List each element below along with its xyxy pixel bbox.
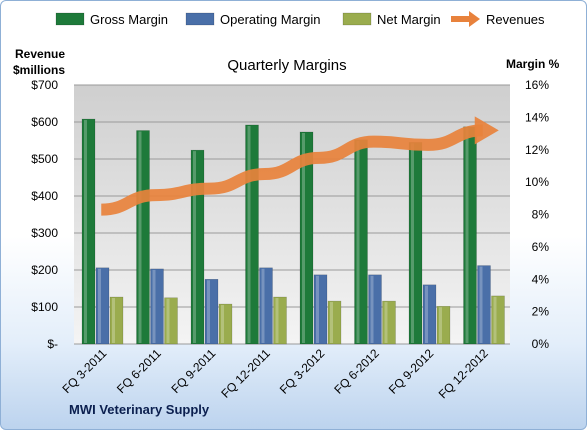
- revenues-arrow-head: [474, 116, 499, 145]
- bar-highlight: [152, 269, 156, 343]
- legend-swatch-line: [451, 16, 471, 22]
- bar-highlight: [384, 302, 388, 343]
- legend-label: Gross Margin: [90, 12, 168, 27]
- operating-margin-bar: [422, 284, 437, 345]
- net-margin-bar: [109, 296, 124, 345]
- net-margin-bar: [327, 300, 342, 345]
- net-margin-bar: [436, 306, 451, 345]
- right-axis-title: Margin %: [506, 57, 560, 71]
- bar-highlight: [411, 143, 414, 343]
- left-axis-title-line1: Revenue: [15, 47, 65, 61]
- bar-highlight: [439, 307, 442, 343]
- right-tick-label: 12%: [525, 143, 549, 157]
- company-name: MWI Veterinary Supply: [69, 402, 210, 417]
- legend-label: Net Margin: [377, 12, 441, 27]
- net-margin-bar: [491, 295, 505, 345]
- right-tick-label: 6%: [532, 240, 550, 254]
- bar-highlight: [166, 298, 170, 343]
- gross-margin-bar: [81, 118, 96, 345]
- bar-highlight: [193, 151, 196, 343]
- x-tick-label: FQ 12-2012: [436, 346, 491, 401]
- net-margin-bar: [273, 296, 287, 345]
- legend-label: Revenues: [486, 12, 545, 27]
- left-axis-title-line2: $millions: [13, 63, 65, 77]
- net-margin-bar: [164, 297, 178, 345]
- x-tick-label: FQ 12-2011: [218, 346, 273, 401]
- operating-margin-bar: [477, 265, 491, 345]
- bar-highlight: [316, 275, 319, 343]
- bars: [81, 118, 505, 345]
- left-tick-label: $700: [31, 78, 58, 92]
- operating-margin-bar: [150, 268, 164, 345]
- x-tick-label: FQ 9-2012: [386, 346, 437, 397]
- right-tick-label: 0%: [532, 337, 550, 351]
- gross-margin-bar: [408, 142, 423, 345]
- bar-highlight: [261, 268, 265, 343]
- net-margin-bar: [382, 300, 396, 345]
- gross-margin-bar: [463, 126, 477, 345]
- left-tick-label: $400: [31, 189, 58, 203]
- legend-swatch-arrow: [469, 11, 480, 27]
- bar-highlight: [112, 298, 115, 343]
- bar-highlight: [98, 268, 101, 343]
- operating-margin-bar: [368, 274, 382, 345]
- left-axis: $- $100 $200 $300 $400 $500 $600 $700: [31, 78, 58, 351]
- left-tick-label: $100: [31, 300, 58, 314]
- legend-swatch: [342, 12, 372, 26]
- legend: Gross Margin Operating Margin Net Margin Re…: [55, 11, 545, 27]
- x-axis: FQ 3-2011 FQ 6-2011 FQ 9-2011 FQ 12-2011 FQ …: [60, 346, 492, 401]
- revenues-line: [100, 124, 484, 216]
- bar-highlight: [356, 140, 360, 343]
- gross-margin-bar: [190, 149, 205, 345]
- operating-margin-bar: [95, 267, 110, 345]
- x-tick-label: FQ 9-2011: [169, 346, 219, 396]
- x-tick-label: FQ 6-2012: [331, 346, 382, 397]
- right-tick-label: 16%: [525, 78, 549, 92]
- right-tick-label: 8%: [532, 208, 550, 222]
- bar-highlight: [465, 127, 469, 343]
- x-tick-label: FQ 3-2011: [60, 346, 110, 396]
- right-axis: 0% 2% 4% 6% 8% 10% 12% 14% 16%: [525, 78, 549, 351]
- right-tick-label: 14%: [525, 110, 549, 124]
- bar-highlight: [370, 275, 374, 343]
- bar-highlight: [221, 305, 224, 343]
- x-tick-label: FQ 6-2011: [114, 346, 164, 396]
- right-tick-label: 4%: [532, 272, 550, 286]
- x-tick-label: FQ 3-2012: [277, 346, 328, 397]
- revenue-line: [100, 116, 499, 216]
- gross-margin-bar: [245, 124, 259, 345]
- legend-swatch: [55, 12, 85, 26]
- legend-label: Operating Margin: [220, 12, 320, 27]
- left-tick-label: $600: [31, 115, 58, 129]
- bar-highlight: [479, 266, 483, 343]
- bar-highlight: [138, 131, 142, 343]
- bar-highlight: [330, 302, 333, 343]
- gross-margin-bar: [299, 131, 314, 345]
- bar-highlight: [84, 120, 87, 343]
- right-tick-label: 10%: [525, 175, 549, 189]
- bar-highlight: [302, 132, 305, 343]
- bar-highlight: [247, 125, 251, 344]
- left-tick-label: $500: [31, 152, 58, 166]
- left-tick-label: $-: [47, 337, 58, 351]
- gross-margin-bar: [354, 139, 368, 345]
- gross-margin-bar: [136, 130, 150, 345]
- operating-margin-bar: [313, 274, 328, 345]
- bar-highlight: [275, 298, 279, 343]
- bar-highlight: [207, 280, 210, 343]
- bar-highlight: [493, 296, 497, 343]
- left-tick-label: $200: [31, 263, 58, 277]
- right-tick-label: 2%: [532, 305, 550, 319]
- operating-margin-bar: [204, 279, 219, 345]
- legend-swatch: [185, 12, 215, 26]
- bar-highlight: [425, 285, 428, 343]
- net-margin-bar: [218, 303, 233, 345]
- chart-title: Quarterly Margins: [227, 57, 346, 74]
- operating-margin-bar: [259, 267, 273, 345]
- left-tick-label: $300: [31, 226, 58, 240]
